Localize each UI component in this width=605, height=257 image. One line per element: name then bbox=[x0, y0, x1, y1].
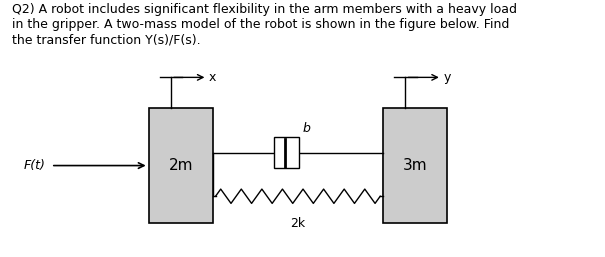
Text: b: b bbox=[302, 122, 310, 135]
Text: 2m: 2m bbox=[168, 158, 193, 173]
Text: 3m: 3m bbox=[403, 158, 427, 173]
Bar bbox=[149, 108, 213, 223]
Text: Q2) A robot includes significant flexibility in the arm members with a heavy loa: Q2) A robot includes significant flexibi… bbox=[12, 3, 517, 46]
Text: F(t): F(t) bbox=[24, 159, 45, 172]
Bar bbox=[383, 108, 447, 223]
Bar bbox=[274, 137, 299, 168]
Text: x: x bbox=[209, 71, 217, 84]
Text: 2k: 2k bbox=[290, 217, 306, 231]
Text: y: y bbox=[443, 71, 451, 84]
